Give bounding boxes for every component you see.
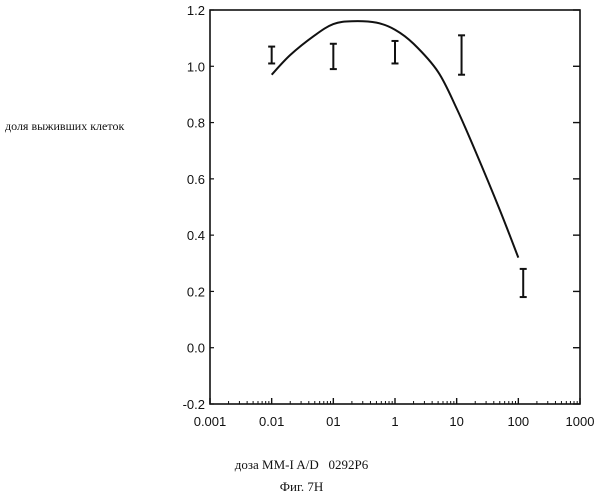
y-tick-label: 0.6: [187, 172, 205, 187]
x-tick-label: 1000: [566, 414, 595, 429]
x-tick-label: 01: [326, 414, 340, 429]
axis-ticks: 0.001 0.01 01 1 10 100 1000 -0.2 0.0 0.2 0.4 0.6 0.8…: [183, 3, 595, 429]
x-tick-label: 0.01: [259, 414, 284, 429]
y-tick-label: 1.0: [187, 59, 205, 74]
y-tick-label: 0.4: [187, 228, 205, 243]
x-tick-label: 1: [391, 414, 398, 429]
y-tick-label: -0.2: [183, 397, 205, 412]
y-tick-label: 0.8: [187, 116, 205, 131]
y-tick-label: 0.0: [187, 341, 205, 356]
data-point: [392, 41, 399, 64]
data-points-layer: [268, 35, 527, 297]
x-tick-label: 10: [449, 414, 463, 429]
x-tick-label: 0.001: [194, 414, 227, 429]
plot-frame: [210, 10, 580, 404]
data-point: [268, 47, 275, 64]
x-axis-label: доза MM-I A/D 0292P6: [0, 457, 603, 473]
x-tick-label: 100: [507, 414, 529, 429]
y-tick-label: 1.2: [187, 3, 205, 18]
figure-caption: Фиг. 7H: [0, 479, 603, 495]
data-point: [458, 35, 465, 74]
y-tick-label: 0.2: [187, 284, 205, 299]
data-point: [520, 269, 527, 297]
data-point: [330, 44, 337, 69]
y-axis-label: доля выживших клеток: [5, 119, 124, 134]
